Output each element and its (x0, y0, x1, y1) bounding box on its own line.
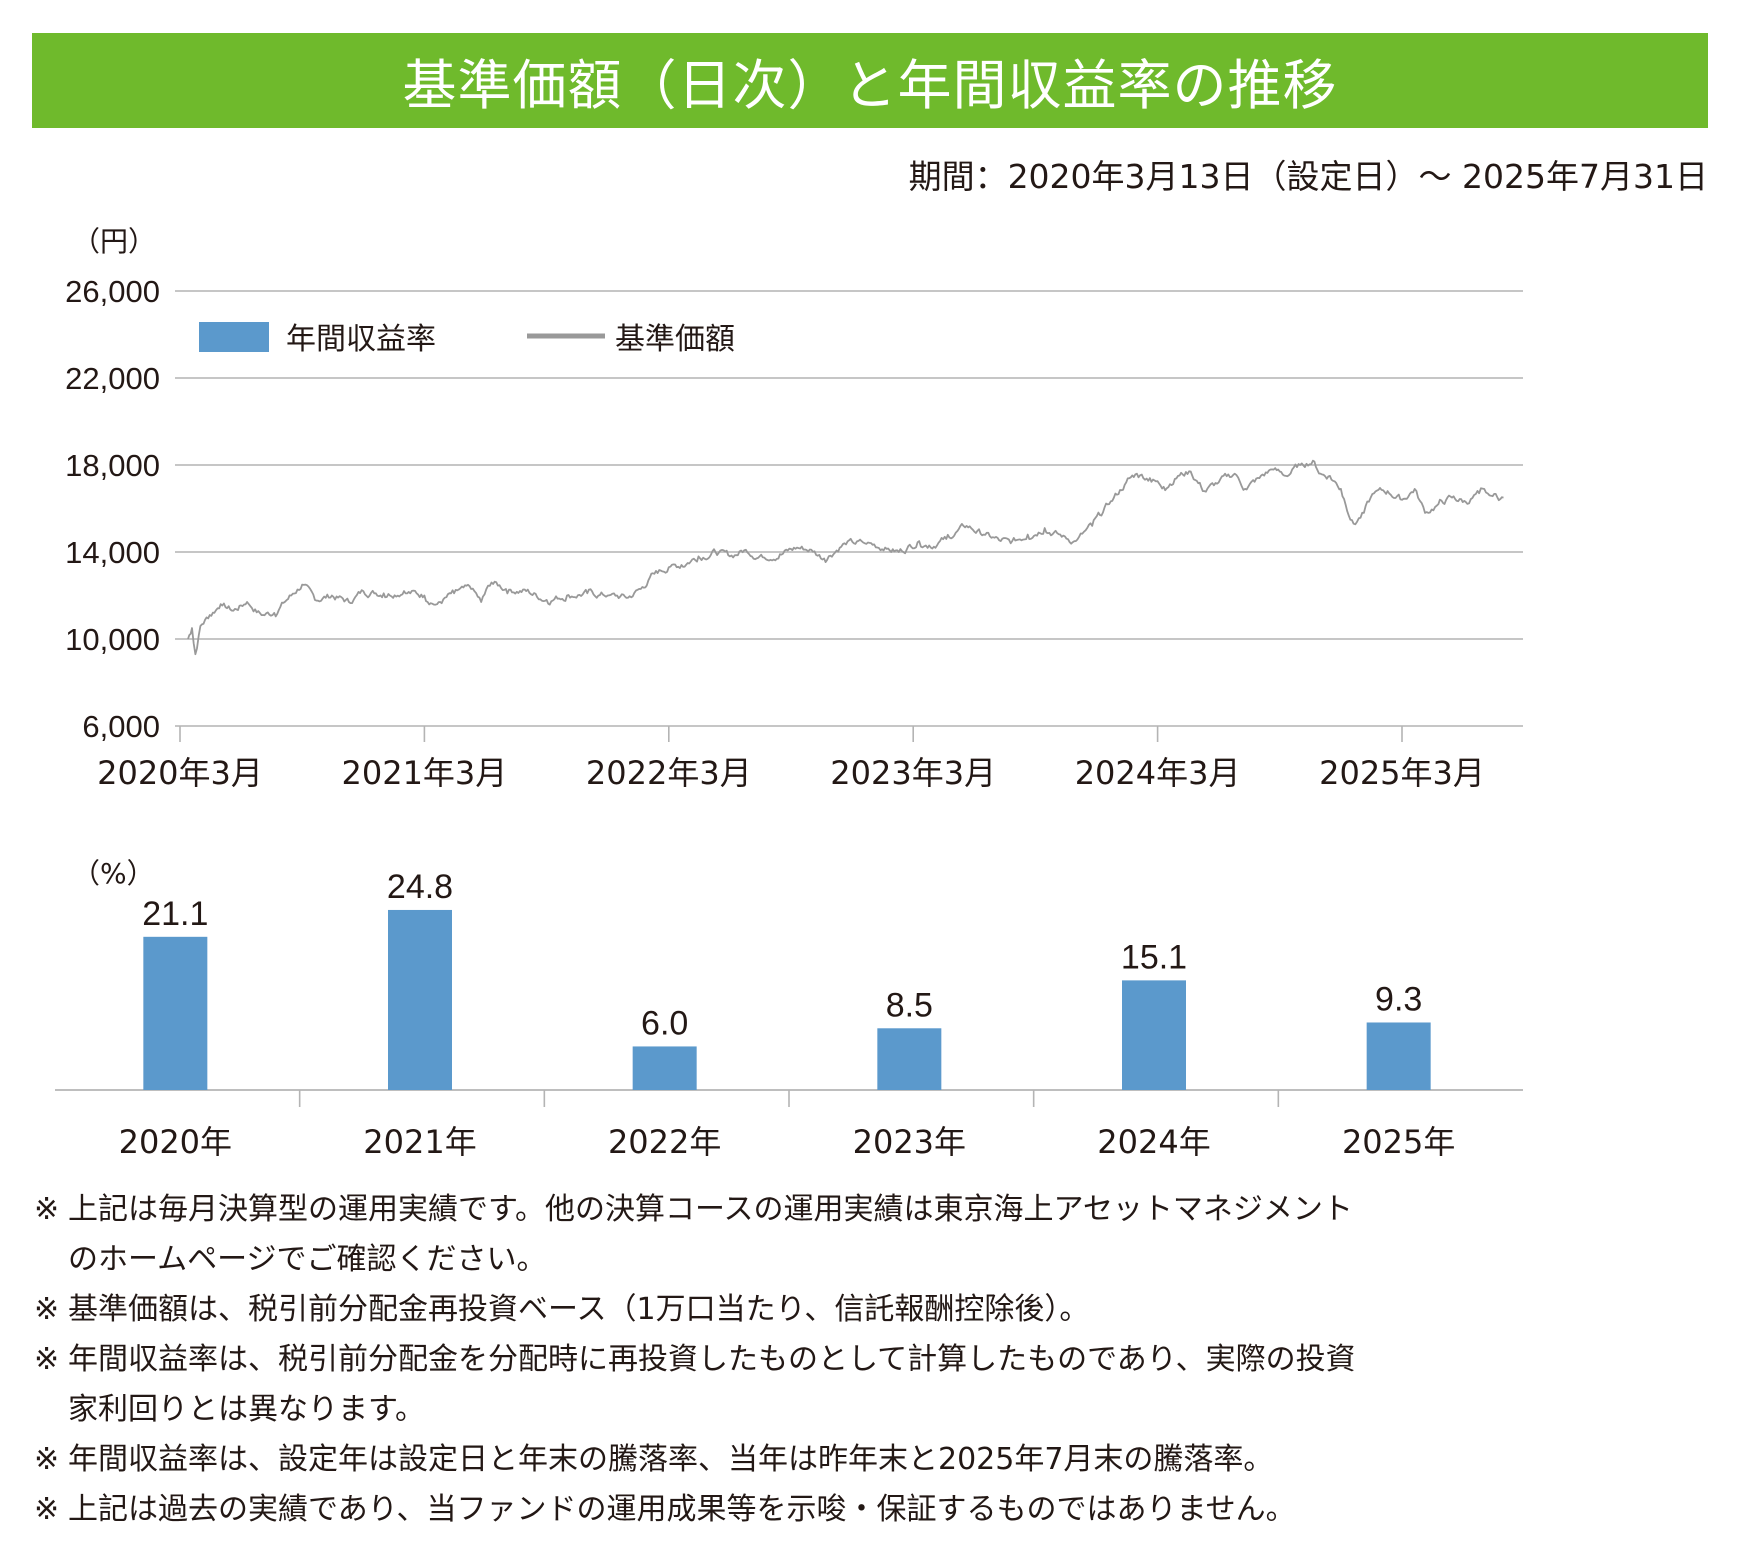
footnotes: ※ 上記は毎月決算型の運用実績です。他の決算コースの運用実績は東京海上アセットマネ… (34, 1188, 1534, 1538)
footnote-text: のホームページでご確認ください。 (68, 1242, 547, 1277)
footnote-text: 上記は毎月決算型の運用実績です。他の決算コースの運用実績は東京海上アセットマネジ… (68, 1192, 1353, 1227)
bar-value-label: 24.8 (387, 868, 453, 906)
nav-series-line (187, 459, 1504, 656)
bar-category-label: 2024年 (1097, 1123, 1210, 1161)
title-bar: 基準価額（日次）と年間収益率の推移 (32, 33, 1708, 128)
y-tick-label: 22,000 (65, 361, 160, 396)
y-tick-label: 6,000 (82, 709, 160, 744)
y-tick-label: 18,000 (65, 448, 160, 483)
bar-category-label: 2025年 (1342, 1123, 1455, 1161)
footnote-text: 家利回りとは異なります。 (68, 1392, 425, 1427)
footnote-mark: ※ (34, 1492, 60, 1527)
chart-title: 基準価額（日次）と年間収益率の推移 (402, 54, 1338, 117)
x-tick-label: 2021年3月 (341, 754, 507, 792)
bar (877, 1028, 942, 1090)
footnote-text: 年間収益率は、税引前分配金を分配時に再投資したものとして計算したものであり、実際… (68, 1342, 1356, 1377)
y-axis-unit-percent: （%） (72, 857, 155, 890)
footnote-text: 基準価額は、税引前分配金再投資ベース（1万口当たり、信託報酬控除後）。 (68, 1292, 1090, 1327)
bar-category-label: 2023年 (853, 1123, 966, 1161)
period-label: 期間：2020年3月13日（設定日）〜 2025年7月31日 (908, 157, 1708, 196)
bar-category-label: 2022年 (608, 1123, 721, 1161)
x-tick-label: 2022年3月 (586, 754, 752, 792)
y-tick-label: 26,000 (65, 274, 160, 309)
footnote: ※ 年間収益率は、税引前分配金を分配時に再投資したものとして計算したものであり、実… (34, 1338, 1534, 1438)
legend-label-bar: 年間収益率 (286, 322, 436, 357)
y-tick-label: 14,000 (65, 535, 160, 570)
x-tick-label: 2024年3月 (1075, 754, 1241, 792)
footnote: ※ 上記は毎月決算型の運用実績です。他の決算コースの運用実績は東京海上アセットマネ… (34, 1188, 1534, 1288)
footnote-text: 上記は過去の実績であり、当ファンドの運用成果等を示唆・保証するものではありません… (68, 1492, 1296, 1527)
x-tick-label: 2023年3月 (830, 754, 996, 792)
bar (632, 1046, 697, 1090)
footnote-mark: ※ (34, 1292, 60, 1327)
legend-swatch-bar (199, 322, 269, 352)
bar (1366, 1022, 1431, 1090)
y-axis-unit-yen: （円） (72, 225, 157, 258)
footnote-mark: ※ (34, 1442, 60, 1477)
bar-value-label: 8.5 (886, 986, 933, 1024)
footnote-mark: ※ (34, 1192, 60, 1227)
footnote-mark: ※ (34, 1342, 60, 1377)
bar (1122, 980, 1186, 1090)
footnote: ※ 年間収益率は、設定年は設定日と年末の騰落率、当年は昨年末と2025年7月末の騰… (34, 1438, 1534, 1488)
footnote-text: 年間収益率は、設定年は設定日と年末の騰落率、当年は昨年末と2025年7月末の騰落… (68, 1442, 1274, 1477)
bar (143, 936, 208, 1090)
bar-value-label: 6.0 (641, 1004, 688, 1042)
bar-category-label: 2021年 (363, 1123, 476, 1161)
footnote: ※ 上記は過去の実績であり、当ファンドの運用成果等を示唆・保証するものではありませ… (34, 1488, 1534, 1538)
bar-value-label: 21.1 (142, 895, 208, 933)
y-tick-label: 10,000 (65, 622, 160, 657)
bar (388, 909, 452, 1090)
x-tick-label: 2020年3月 (97, 754, 263, 792)
bar-category-label: 2020年 (119, 1123, 232, 1161)
nav-line-chart: 26,000 22,000 18,000 14,000 10,000 6,000 2020年… (65, 274, 1523, 792)
bar-value-label: 15.1 (1121, 938, 1187, 976)
footnote: ※ 基準価額は、税引前分配金再投資ベース（1万口当たり、信託報酬控除後）。 (34, 1288, 1534, 1338)
x-tick-label: 2025年3月 (1319, 754, 1485, 792)
bar-value-label: 9.3 (1375, 980, 1422, 1018)
legend-label-line: 基準価額 (615, 322, 735, 357)
